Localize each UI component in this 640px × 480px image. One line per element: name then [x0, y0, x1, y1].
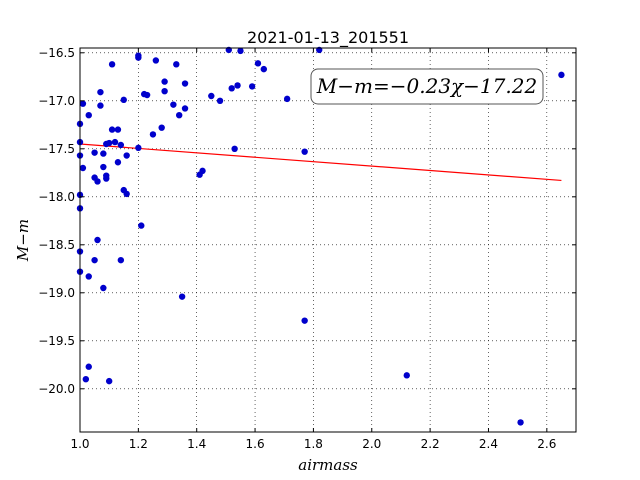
data-point	[208, 92, 215, 100]
fit-line	[79, 143, 562, 182]
data-point	[117, 141, 125, 149]
data-point	[85, 273, 92, 280]
data-point	[260, 65, 268, 73]
data-point	[85, 363, 92, 370]
data-points	[76, 46, 565, 426]
data-point	[100, 284, 107, 292]
data-point	[91, 149, 98, 156]
data-point	[100, 150, 107, 157]
data-point	[114, 126, 122, 133]
data-point	[158, 124, 165, 131]
data-point	[117, 256, 125, 264]
x-tick-label: 1.8	[304, 437, 323, 451]
x-tick-label: 1.0	[70, 437, 89, 451]
data-point	[237, 47, 244, 55]
x-axis-label: airmass	[298, 456, 358, 474]
data-point	[161, 78, 168, 85]
data-point	[558, 71, 565, 79]
data-point	[178, 293, 186, 300]
x-tick-label: 2.0	[362, 437, 381, 451]
data-point	[123, 152, 130, 159]
data-point	[105, 139, 113, 147]
data-point	[120, 96, 127, 104]
data-point	[143, 91, 151, 99]
data-point	[79, 100, 87, 107]
data-point	[97, 88, 104, 96]
data-point	[170, 101, 177, 108]
data-point	[301, 317, 308, 324]
y-tick-label: −16.5	[38, 46, 75, 60]
data-point	[161, 88, 168, 95]
axis-ticks: 1.0 1.2 1.4 1.6 1.8 2.0 2.2 2.4 2.6 −16.5 −17.0 −17…	[38, 46, 576, 451]
data-point	[216, 97, 224, 105]
data-point	[135, 144, 142, 152]
data-point	[234, 82, 241, 89]
data-point	[94, 236, 101, 244]
data-point	[97, 102, 104, 109]
data-point	[85, 112, 92, 119]
annotation-box	[310, 68, 544, 105]
data-point	[517, 419, 524, 426]
y-tick-label: −19.5	[38, 334, 75, 348]
data-point	[181, 80, 189, 87]
annotation-text: M−m=−0.23χ−17.22	[316, 74, 537, 98]
data-point	[248, 83, 256, 90]
data-point	[103, 175, 110, 182]
x-tick-label: 2.4	[479, 437, 498, 451]
data-point	[108, 126, 116, 133]
data-point	[114, 159, 122, 166]
y-tick-label: −20.0	[38, 382, 75, 396]
x-tick-label: 1.4	[187, 437, 206, 451]
x-tick-label: 1.6	[246, 437, 265, 451]
data-point	[108, 61, 116, 68]
chart-title: 2021-01-13_201551	[247, 28, 409, 48]
fit-line-layer	[79, 143, 562, 182]
x-tick-label: 2.2	[421, 437, 440, 451]
data-point	[111, 138, 119, 146]
y-axis-label: M−m	[14, 219, 32, 262]
data-point	[138, 222, 145, 229]
data-point	[100, 163, 107, 171]
data-point	[228, 85, 235, 92]
grid	[79, 48, 576, 432]
data-point	[135, 54, 142, 61]
data-point	[149, 131, 157, 138]
data-point	[94, 178, 101, 185]
y-tick-label: −18.5	[38, 238, 75, 252]
data-point	[176, 112, 183, 119]
data-point	[301, 148, 308, 155]
data-point	[152, 57, 160, 64]
data-point	[283, 95, 291, 103]
data-point	[82, 376, 90, 383]
data-point	[181, 105, 189, 112]
y-tick-label: −17.5	[38, 142, 75, 156]
data-point	[403, 372, 410, 379]
data-point	[173, 61, 180, 68]
data-point	[254, 60, 262, 67]
x-tick-label: 2.6	[537, 437, 556, 451]
y-tick-label: −19.0	[38, 286, 75, 300]
y-tick-label: −18.0	[38, 190, 75, 204]
data-point	[91, 256, 98, 264]
data-point	[123, 190, 130, 198]
y-tick-label: −17.0	[38, 94, 75, 108]
plot-area-frame	[79, 47, 577, 433]
data-point	[105, 377, 113, 385]
fit-annotation: M−m=−0.23χ−17.22	[310, 68, 544, 105]
data-point	[79, 164, 87, 172]
x-tick-label: 1.2	[129, 437, 148, 451]
data-point	[231, 145, 238, 152]
data-point	[199, 167, 206, 175]
